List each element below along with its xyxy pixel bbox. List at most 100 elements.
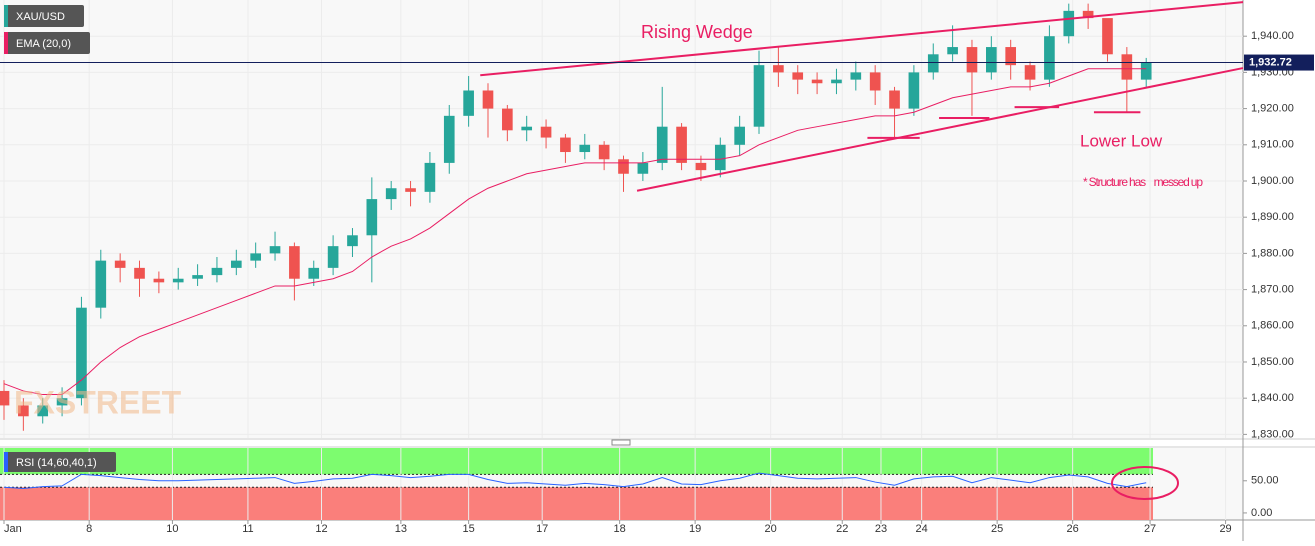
candle-body [927,54,939,73]
candle-body [714,144,726,171]
candle-body [540,126,552,138]
candle-body [114,260,126,268]
y-tick-label: 1,910.00 [1251,139,1294,151]
candle-body [1140,62,1152,80]
legend-swatch [4,452,8,472]
y-tick-label: 1,870.00 [1251,283,1294,295]
candle-body [579,144,591,153]
candle-body [443,115,455,163]
candle-body [1005,47,1017,66]
candle-body [385,188,397,200]
candle-body [947,47,958,55]
x-tick-label: 29 [1219,523,1231,535]
candle-body [211,267,223,276]
candle-body [773,65,784,73]
x-tick-label: 27 [1144,523,1156,535]
annotation: * Structure has messed up [1083,175,1203,189]
candle-body [76,307,87,399]
x-tick-label: Jan [4,523,22,535]
candle-body [1082,10,1094,19]
candle-body [1121,54,1133,80]
rsi-upper-zone [0,448,1153,475]
annotation: Rising Wedge [641,22,753,42]
candle-body [0,390,10,406]
candle-body [482,90,494,109]
resize-handle[interactable] [611,439,631,446]
candle-body [889,90,900,109]
candle-body [869,72,881,91]
trendline [480,1,1244,77]
legend-box[interactable] [4,5,84,27]
candle-body [269,246,281,254]
candle-body [618,159,629,174]
y-tick-label: 1,890.00 [1251,211,1294,223]
candle-body [656,126,668,163]
last-price-label: 1,932.72 [1249,56,1292,68]
y-tick-label: 1,880.00 [1251,247,1294,259]
candle-body [366,199,378,236]
candle-body [18,405,29,417]
candle-body [908,72,920,109]
candle-body [560,137,571,153]
candle-body [95,260,107,308]
candle-body [1044,36,1055,80]
y-tick-label: 1,920.00 [1251,103,1294,115]
x-tick-label: 20 [765,523,777,535]
legend-label: RSI (14,60,40,1) [16,457,97,469]
candle-body [172,278,184,283]
candle-body [637,162,649,174]
y-tick-label: 1,850.00 [1251,356,1294,368]
x-tick-label: 22 [836,523,848,535]
candle-body [598,144,610,160]
x-tick-label: 15 [463,523,475,535]
legend-label: XAU/USD [16,11,65,23]
candle-body [289,246,300,279]
x-tick-label: 24 [916,523,928,535]
x-tick-label: 8 [86,523,92,535]
x-tick-label: 19 [689,523,701,535]
candle-body [134,267,145,279]
candle-body [308,267,320,279]
candle-body [1063,10,1075,37]
candle-body [424,162,436,192]
candle-body [405,188,416,192]
candle-body [327,246,339,268]
watermark: FXSTREET [14,384,182,420]
y-tick-label: 1,900.00 [1251,175,1294,187]
plot-layer: 1,830.00 1,840.00 1,850.00 1,860.00 1,870.00… [0,0,1314,535]
candle-body [986,47,997,73]
y-tick-label: 1,840.00 [1251,392,1294,404]
x-tick-label: 12 [315,523,327,535]
price-pane [0,0,1243,438]
last-price-box [1244,54,1314,71]
x-tick-label: 25 [991,523,1003,535]
candle-body [153,278,165,283]
legend-swatch [4,5,8,27]
candle-body [966,47,978,73]
candle-body [734,126,745,145]
candle-body [792,72,804,80]
y-tick-label: 1,860.00 [1251,320,1294,332]
candle-body [56,398,68,406]
x-tick-label: 26 [1067,523,1079,535]
candle-body [37,405,49,417]
candle-body [831,79,842,84]
candle-body [1024,65,1036,80]
legend-box[interactable] [4,452,116,472]
x-tick-label: 10 [166,523,178,535]
y-tick-label: 1,830.00 [1251,428,1294,440]
legend-label: EMA (20,0) [16,38,71,50]
candle-body [521,126,533,131]
legend-box[interactable] [4,32,90,54]
y-tick-label: 1,940.00 [1251,30,1294,42]
highlight-ellipse [1111,466,1179,500]
candle-body [250,253,261,261]
candle-body [463,90,474,116]
candle-body [850,72,862,80]
y-tick-label: 0.00 [1251,507,1272,519]
candle-body [347,235,358,247]
rsi-line [3,472,1147,490]
candle-body [230,260,242,268]
candle-body [1102,18,1113,55]
